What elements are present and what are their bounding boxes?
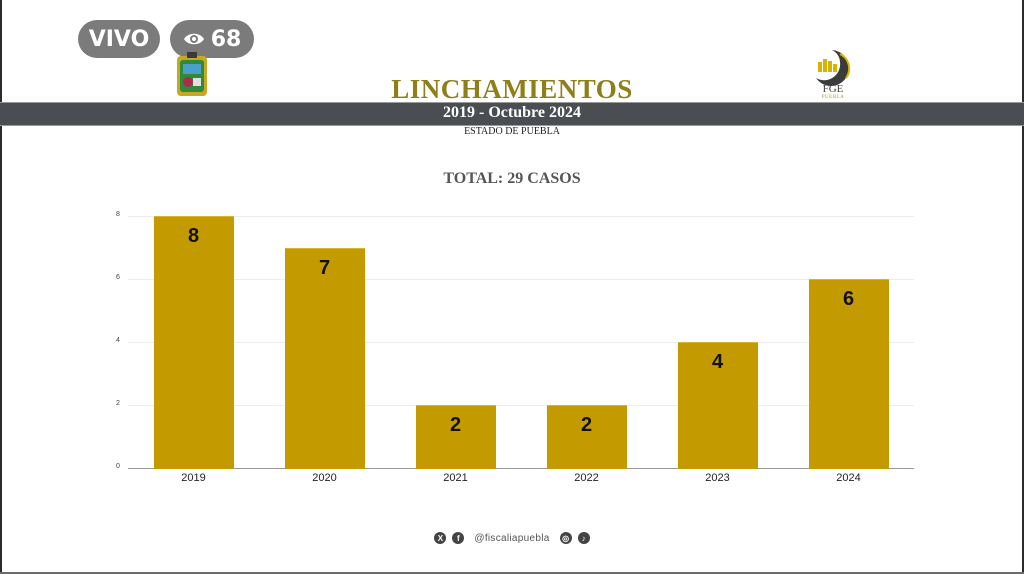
social-handle: @fiscaliapuebla	[474, 532, 550, 544]
period-label: 2019 - Octubre 2024	[443, 104, 581, 121]
social-footer: X f @fiscaliapuebla ◎ ♪	[0, 532, 1024, 544]
gridline	[128, 342, 914, 343]
live-badge: VIVO	[78, 20, 160, 58]
gridline	[128, 216, 914, 217]
bar-2019: 8	[153, 216, 234, 469]
x-tick-label: 2021	[443, 472, 468, 484]
bar-value-label: 6	[842, 288, 855, 310]
x-tick-label: 2019	[181, 472, 206, 484]
x-axis-line	[128, 468, 914, 469]
fge-logo-subtext: PUEBLA	[821, 95, 845, 100]
bar-2021: 2	[415, 405, 496, 469]
fge-logo-text: FGE	[822, 83, 844, 95]
bar-value-label: 2	[580, 414, 593, 436]
chart-title: TOTAL: 29 CASOS	[443, 170, 581, 187]
fge-logo	[816, 50, 851, 86]
x-tick-label: 2024	[836, 472, 861, 484]
x-tick-label: 2023	[705, 472, 730, 484]
coat-of-arms-logo	[177, 52, 207, 96]
gridline	[128, 405, 914, 406]
bar-2022: 2	[546, 405, 627, 469]
region-label: ESTADO DE PUEBLA	[464, 126, 560, 137]
viewer-count-badge: 68	[170, 20, 254, 58]
live-label: VIVO	[88, 26, 150, 52]
y-tick-label: 2	[116, 400, 120, 407]
bar-value-label: 2	[449, 414, 462, 436]
bar-value-label: 7	[318, 256, 331, 279]
bar-2023: 4	[677, 342, 758, 469]
x-icon: X	[434, 532, 447, 544]
y-tick-label: 0	[116, 463, 120, 470]
bar-2024: 6	[808, 279, 889, 469]
title-band	[0, 102, 1024, 126]
x-tick-label: 2020	[312, 472, 337, 484]
tiktok-icon: ♪	[577, 532, 590, 544]
y-tick-label: 6	[116, 274, 120, 281]
page-title: LINCHAMIENTOS	[391, 74, 633, 104]
bar-chart: 0 2 4 6 8 8 2019 7 2020 2 2021 2 2022 4 2023 6 2024	[110, 200, 920, 500]
viewer-count: 68	[210, 26, 242, 52]
bar-value-label: 4	[711, 351, 724, 373]
bar-2020: 7	[284, 247, 365, 469]
frame-right	[1022, 0, 1024, 574]
frame-left	[0, 0, 2, 574]
frame-bottom	[0, 572, 1024, 574]
eye-icon	[183, 33, 204, 45]
facebook-icon: f	[452, 532, 465, 544]
bar-value-label: 8	[187, 225, 200, 247]
instagram-icon: ◎	[559, 532, 572, 544]
y-tick-label: 4	[116, 337, 120, 344]
x-tick-label: 2022	[574, 472, 599, 484]
gridline	[128, 279, 914, 280]
y-tick-label: 8	[116, 211, 120, 218]
